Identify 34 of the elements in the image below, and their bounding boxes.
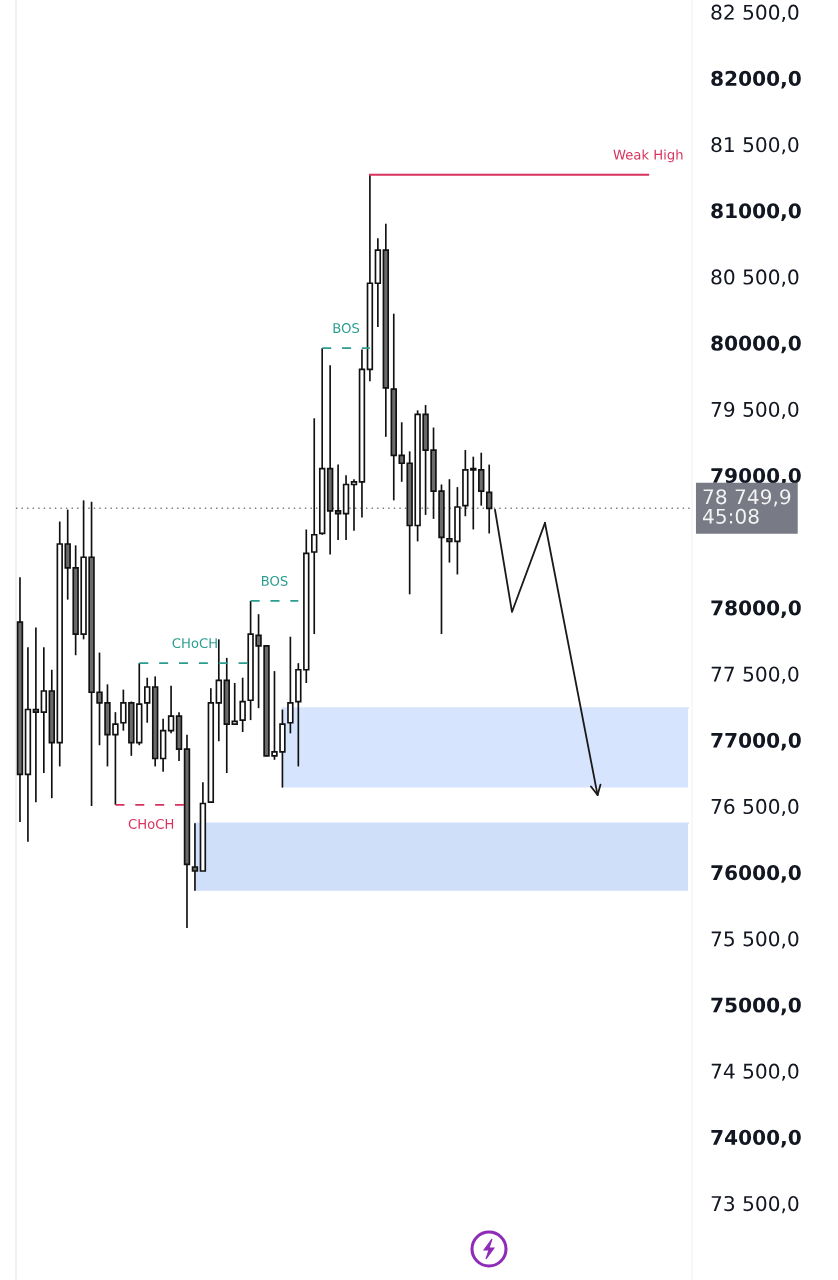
y-tick-label: 77000,0	[711, 732, 801, 751]
candlestick	[191, 822, 199, 892]
ref-line-label: 78 749,9 45:08	[702, 489, 791, 524]
series-label: BOS	[333, 323, 360, 334]
y-tick-label: 75 500,0	[711, 931, 799, 949]
candlestick	[144, 676, 151, 724]
candlestick	[167, 684, 175, 735]
y-tick-label: 80000,0	[711, 335, 801, 354]
series-label: BOS	[261, 575, 288, 586]
y-tick-label: 74000,0	[711, 1129, 801, 1148]
y-tick-label: 80 500,0	[711, 269, 799, 287]
series-label: Weak High	[613, 149, 683, 163]
candlestick	[485, 463, 493, 535]
candlestick	[32, 626, 40, 803]
candlestick	[215, 638, 223, 743]
y-tick-label: 81 500,0	[711, 136, 799, 155]
candlestick	[239, 676, 246, 733]
y-tick-label: 82 500,0	[711, 4, 799, 22]
series-label: CHoCH	[128, 818, 174, 829]
y-tick-label: 77 500,0	[711, 666, 799, 684]
y-tick-label: 75000,0	[711, 997, 801, 1016]
y-tick-label: 81000,0	[711, 203, 801, 221]
y-tick-label: 78000,0	[711, 600, 801, 619]
y-tick-label: 73 500,0	[711, 1195, 799, 1214]
y-tick-label: 76000,0	[711, 865, 801, 883]
candlestick	[40, 646, 48, 774]
series-label: CHoCH	[172, 638, 217, 649]
y-tick-label: 79000,0	[711, 467, 801, 486]
candlestick	[350, 478, 358, 532]
y-tick-label: 82000,0	[711, 70, 801, 89]
y-tick-label: 74 500,0	[711, 1063, 799, 1081]
y-tick-label: 79 500,0	[711, 401, 799, 420]
y-tick-label: 76 500,0	[711, 798, 799, 817]
candlestick	[334, 463, 342, 541]
